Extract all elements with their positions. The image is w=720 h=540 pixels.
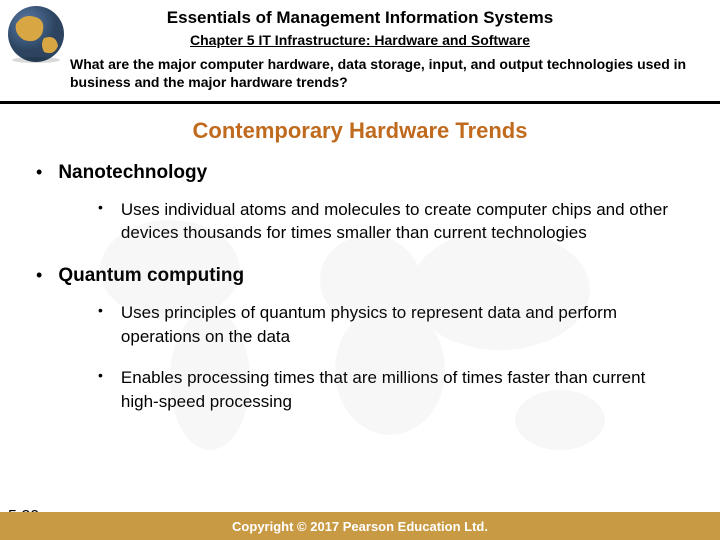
bullet-label: Nanotechnology: [58, 160, 207, 186]
copyright-text: Copyright © 2017 Pearson Education Ltd.: [232, 519, 488, 534]
bullet-dot: •: [98, 301, 103, 321]
bullet-level1: • Quantum computing: [36, 263, 676, 289]
content-area: • Nanotechnology • Uses individual atoms…: [0, 160, 720, 414]
bullet-dot: •: [98, 198, 103, 218]
bullet-level1: • Nanotechnology: [36, 160, 676, 186]
chapter-subtitle: Chapter 5 IT Infrastructure: Hardware an…: [0, 32, 720, 48]
bullet-text: Enables processing times that are millio…: [121, 366, 676, 414]
bullet-level2: • Uses individual atoms and molecules to…: [98, 198, 676, 246]
footer-bar: Copyright © 2017 Pearson Education Ltd.: [0, 512, 720, 540]
section-title: Contemporary Hardware Trends: [0, 104, 720, 160]
bullet-dot: •: [98, 366, 103, 386]
slide: Essentials of Management Information Sys…: [0, 0, 720, 540]
bullet-level2: • Uses principles of quantum physics to …: [98, 301, 676, 349]
bullet-dot: •: [36, 263, 42, 287]
guiding-question: What are the major computer hardware, da…: [0, 48, 720, 101]
bullet-label: Quantum computing: [58, 263, 244, 289]
book-title: Essentials of Management Information Sys…: [0, 0, 720, 28]
bullet-level2: • Enables processing times that are mill…: [98, 366, 676, 414]
globe-icon: [6, 4, 66, 64]
bullet-text: Uses individual atoms and molecules to c…: [121, 198, 676, 246]
bullet-dot: •: [36, 160, 42, 184]
bullet-text: Uses principles of quantum physics to re…: [121, 301, 676, 349]
